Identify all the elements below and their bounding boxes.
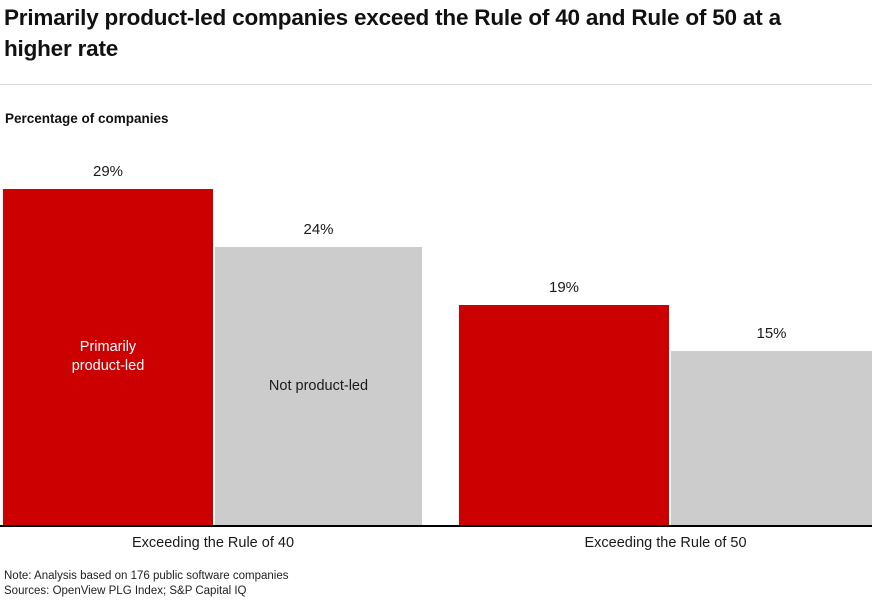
footer-notes: Note: Analysis based on 176 public softw… xyxy=(4,569,288,599)
bar-primarily-product-led-rule-40: 29% Primarily product-led xyxy=(3,163,213,525)
bar-not-product-led-rule-40: 24% Not product-led xyxy=(215,221,422,525)
bar-not-product-led-rule-50: 15% xyxy=(671,325,872,525)
x-axis-label-rule-40: Exceeding the Rule of 40 xyxy=(131,535,295,551)
bar-value-label: 29% xyxy=(92,163,124,180)
bar-value-label: 19% xyxy=(548,279,580,296)
series-label-primarily-product-led: Primarily product-led xyxy=(71,339,145,374)
title-divider xyxy=(0,84,872,85)
bar-value-label: 15% xyxy=(756,325,787,342)
bar-primarily-product-led-rule-50: 19% xyxy=(459,279,669,525)
plot-area: 29% Primarily product-led 24% Not produc… xyxy=(0,140,872,527)
chart-title: Primarily product-led companies exceed t… xyxy=(4,5,781,61)
sources-line: Sources: OpenView PLG Index; S&P Capital… xyxy=(4,585,247,597)
note-line: Note: Analysis based on 176 public softw… xyxy=(4,570,289,582)
series-label-not-product-led: Not product-led xyxy=(268,377,369,394)
bar-value-label: 24% xyxy=(303,221,334,238)
x-axis-label-rule-50: Exceeding the Rule of 50 xyxy=(584,535,747,551)
y-axis-title: Percentage of companies xyxy=(5,111,169,126)
